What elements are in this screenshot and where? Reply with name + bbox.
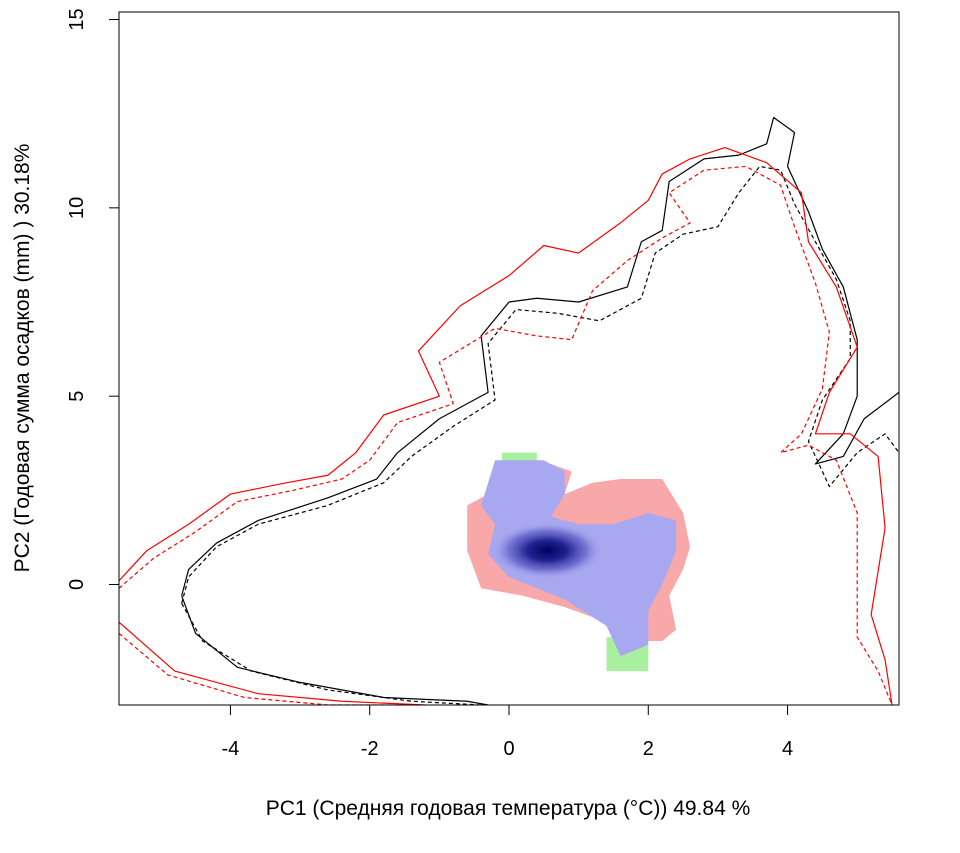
contour-line-2 [119,146,893,705]
contour-line-5 [119,632,412,705]
x-tick-label: -2 [361,738,379,760]
x-tick-label: 4 [782,738,793,760]
y-tick-label: 5 [66,391,88,402]
density-core [491,522,604,579]
contour-line-6 [181,595,489,705]
y-tick-label: 10 [66,197,88,219]
y-axis-label: PC2 (Годовая сумма осадков (mm) ) 30.18% [11,144,34,573]
x-tick-label: 0 [503,738,514,760]
contour-lines [119,116,899,705]
x-tick-label: 2 [643,738,654,760]
plot-frame [118,11,900,706]
contour-line-1 [181,165,899,604]
y-axis: 0 5 10 15 [66,8,119,590]
contour-line-4 [119,621,426,705]
y-tick-label: 0 [66,579,88,590]
y-tick-label: 15 [66,8,88,30]
contour-line-7 [181,603,482,705]
density-regions [467,452,691,672]
contour-line-3 [119,165,893,705]
x-axis: -4 -2 0 2 4 [222,705,793,760]
x-tick-label: -4 [222,738,240,760]
contour-line-0 [181,116,899,596]
x-axis-label: PC1 (Средняя годовая температура (°C)) 4… [266,797,751,820]
